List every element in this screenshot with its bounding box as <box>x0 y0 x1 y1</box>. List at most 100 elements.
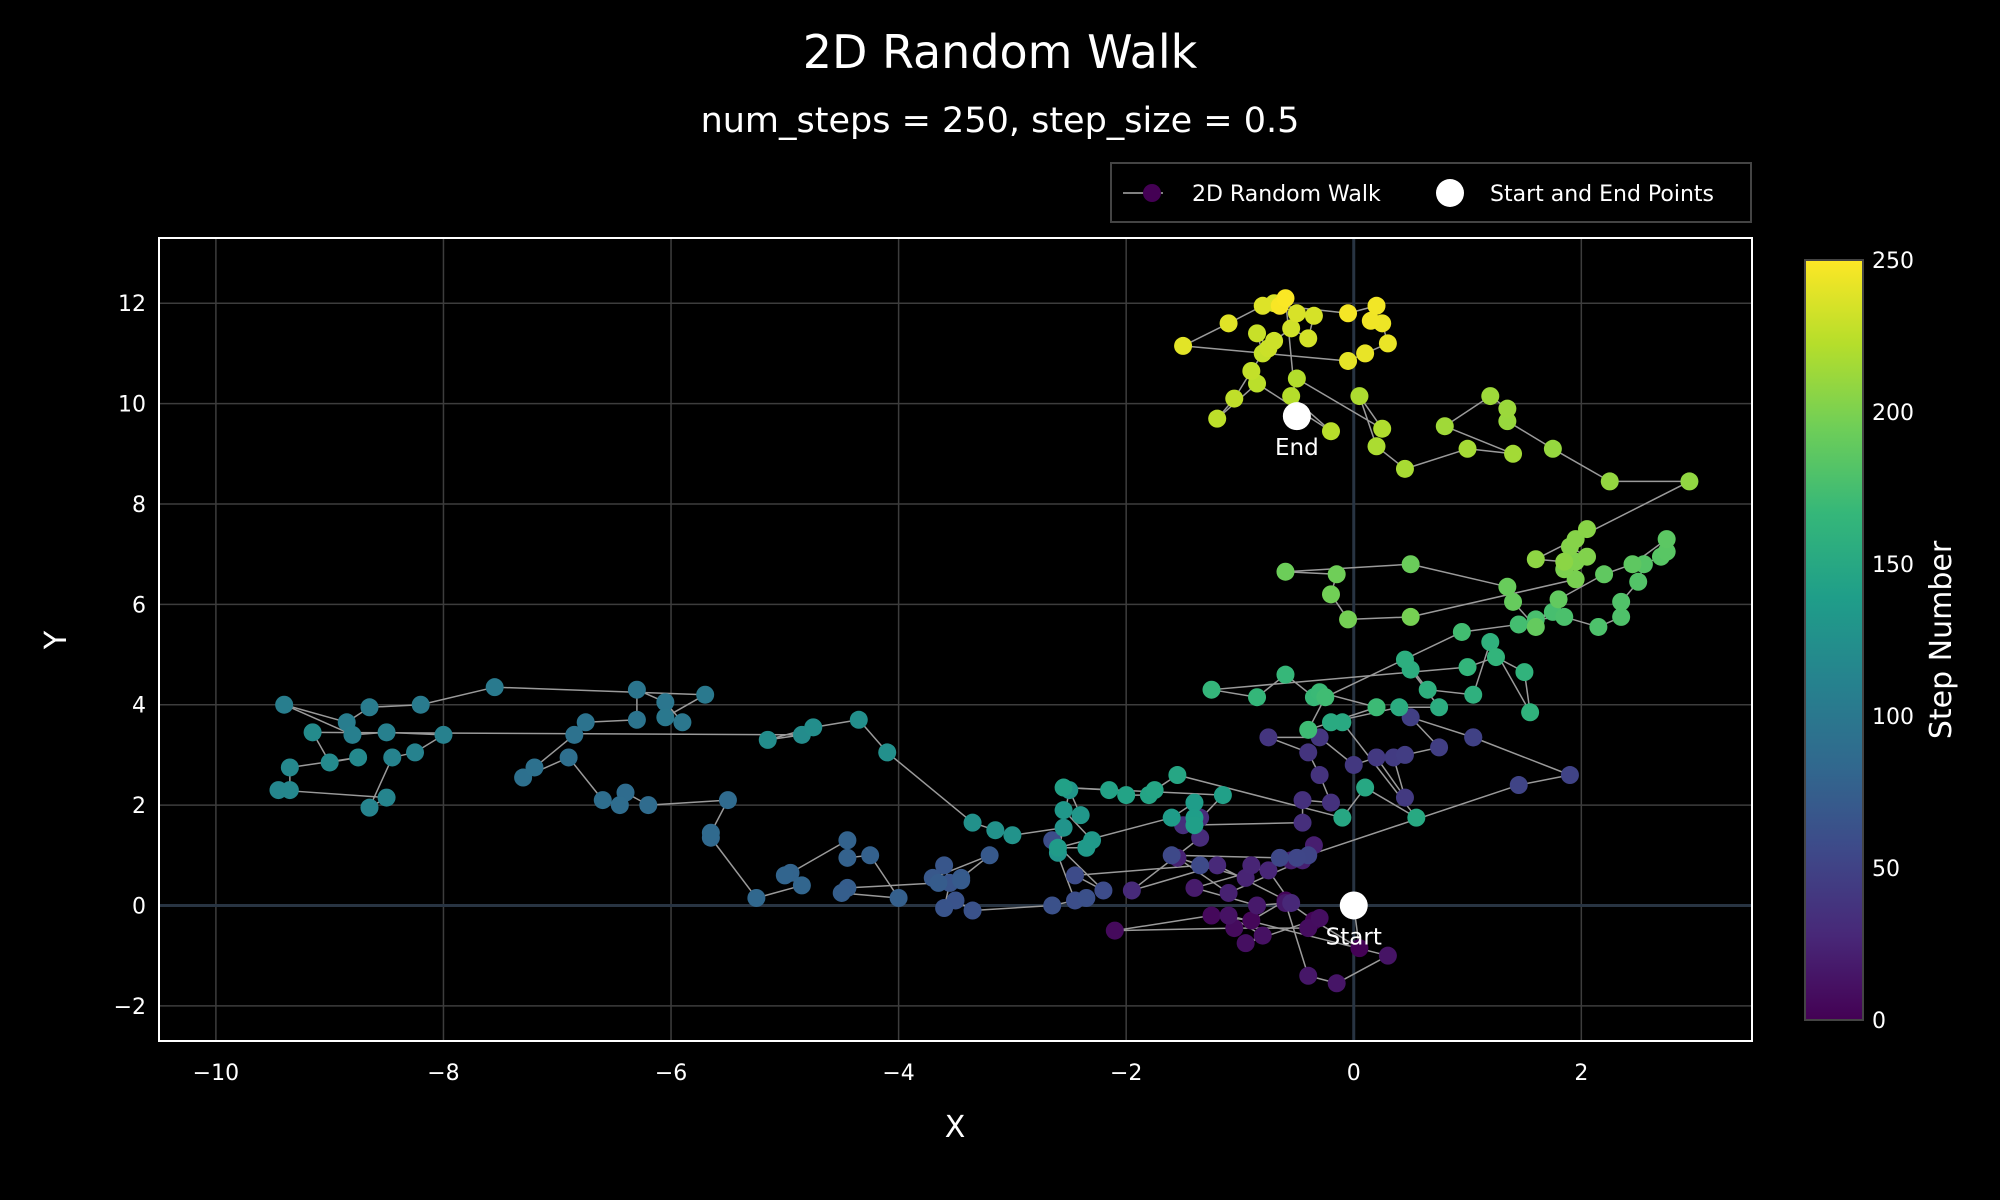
walk-point <box>1543 439 1562 458</box>
walk-point <box>1378 334 1397 353</box>
walk-segment <box>972 904 1053 912</box>
walk-point <box>1287 304 1306 323</box>
walk-point <box>1100 781 1119 800</box>
walk-point <box>1509 615 1528 634</box>
walk-point <box>1504 444 1523 463</box>
walk-point <box>1612 607 1631 626</box>
walk-point <box>610 796 629 815</box>
walk-point <box>673 713 692 732</box>
walk-point <box>1367 748 1386 767</box>
walk-point <box>406 743 425 762</box>
walk-point <box>1276 289 1295 308</box>
walk-point <box>1321 422 1340 441</box>
walk-segment <box>1410 563 1508 588</box>
walk-segment <box>1336 955 1389 984</box>
walk-point <box>1219 314 1238 333</box>
walk-point <box>525 758 544 777</box>
colorbar-tick-label: 150 <box>1872 553 1914 578</box>
walk-point <box>1310 766 1329 785</box>
walk-point <box>701 823 720 842</box>
walk-point <box>1242 911 1261 930</box>
walk-point <box>1242 856 1261 875</box>
walk-point <box>1054 801 1073 820</box>
walk-point <box>1657 530 1676 549</box>
legend-marker-swatch <box>1143 184 1161 202</box>
walk-point <box>1515 663 1534 682</box>
walk-point <box>1373 419 1392 438</box>
y-tick-label: 12 <box>118 292 146 317</box>
walk-point <box>1327 974 1346 993</box>
walk-point <box>1162 808 1181 827</box>
walk-point <box>1458 658 1477 677</box>
walk-point <box>838 848 857 867</box>
walk-point <box>280 758 299 777</box>
walk-point <box>838 831 857 850</box>
walk-point <box>576 713 595 732</box>
walk-point <box>1304 306 1323 325</box>
walk-point <box>1048 838 1067 857</box>
walk-point <box>1464 685 1483 704</box>
walk-point <box>411 695 430 714</box>
walk-point <box>656 708 675 727</box>
walk-point <box>1248 324 1267 343</box>
walk-segment <box>1211 666 1468 691</box>
walk-point <box>1316 688 1335 707</box>
walk-point <box>1185 816 1204 835</box>
walk-point <box>929 873 948 892</box>
walk-point <box>1054 818 1073 837</box>
endpoint-label: End <box>1275 435 1319 461</box>
walk-point <box>861 846 880 865</box>
walk-point <box>1321 793 1340 812</box>
walk-point <box>1219 906 1238 925</box>
walk-point <box>639 796 658 815</box>
legend-box <box>1110 162 1752 223</box>
walk-segment <box>1296 377 1383 430</box>
walk-point <box>1122 881 1141 900</box>
x-tick-label: −8 <box>427 1061 459 1086</box>
walk-point <box>792 876 811 895</box>
walk-points <box>269 289 1699 993</box>
walk-point <box>1350 939 1369 958</box>
y-tick-label: 10 <box>118 393 146 418</box>
walk-segment <box>368 757 393 808</box>
walk-segment <box>1074 864 1201 877</box>
walk-point <box>1236 934 1255 953</box>
endpoint-label: Start <box>1326 924 1382 950</box>
walk-segment <box>1444 395 1491 427</box>
walk-segment <box>494 686 706 696</box>
walk-segment <box>648 799 728 806</box>
walk-segment <box>1444 425 1514 455</box>
walk-segment <box>1472 736 1571 776</box>
walk-point <box>1282 893 1301 912</box>
walk-point <box>1498 412 1517 431</box>
x-tick-label: −10 <box>193 1061 239 1086</box>
walk-point <box>1356 778 1375 797</box>
walk-point <box>1208 409 1227 428</box>
walk-point <box>383 748 402 767</box>
walk-point <box>1401 555 1420 574</box>
y-tick-labels: −2 0 2 4 6 8 10 12 <box>114 292 146 1020</box>
walk-point <box>1265 331 1284 350</box>
walk-point <box>434 725 453 744</box>
walk-point <box>1395 745 1414 764</box>
walk-point <box>1521 703 1540 722</box>
walk-point <box>1458 439 1477 458</box>
y-tick-label: 4 <box>132 694 146 719</box>
walk-point <box>1356 344 1375 363</box>
walk-point <box>1299 720 1318 739</box>
walk-point <box>1367 437 1386 456</box>
walk-segment <box>1552 448 1611 483</box>
walk-point <box>1077 838 1096 857</box>
walk-point <box>1259 861 1278 880</box>
x-axis-title: X <box>945 1110 966 1145</box>
colorbar-tick-label: 100 <box>1872 705 1914 730</box>
walk-point <box>804 718 823 737</box>
colorbar-tick-label: 200 <box>1872 401 1914 426</box>
walk-point <box>275 695 294 714</box>
walk-point <box>1310 909 1329 928</box>
walk-point <box>1003 826 1022 845</box>
walk-point <box>1253 296 1272 315</box>
walk-point <box>1321 585 1340 604</box>
walk-point <box>1526 550 1545 569</box>
walk-point <box>1219 883 1238 902</box>
